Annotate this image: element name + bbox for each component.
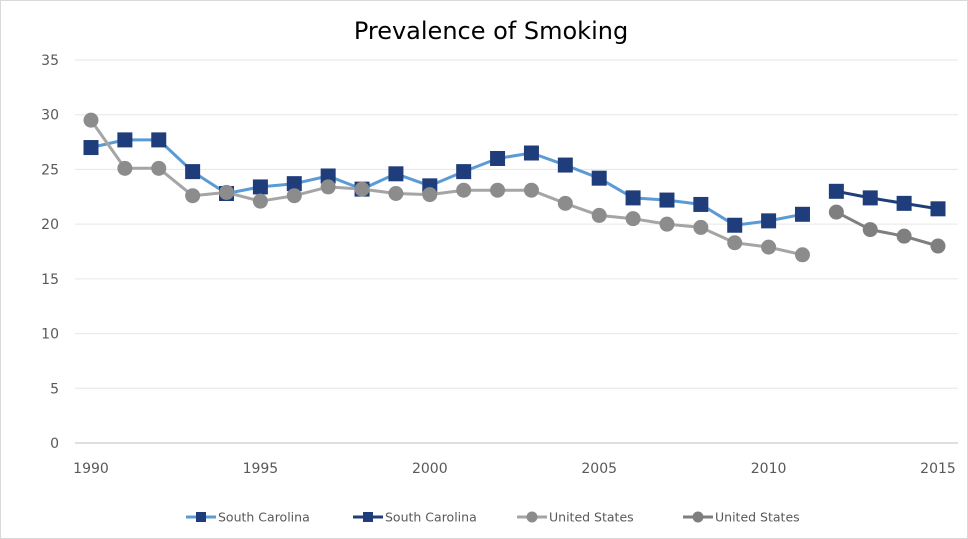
data-point	[320, 168, 336, 184]
series-line	[835, 210, 939, 248]
data-point	[523, 182, 539, 198]
data-point	[490, 182, 506, 198]
legend-label: United States	[549, 510, 634, 525]
x-tick-label: 2000	[412, 461, 448, 477]
legend-marker	[196, 512, 206, 522]
x-tick-label: 2005	[581, 461, 617, 477]
data-point	[354, 181, 370, 197]
data-point	[523, 145, 539, 161]
legend-label: South Carolina	[385, 510, 477, 525]
data-point	[659, 216, 675, 232]
x-tick-label: 1995	[243, 461, 279, 477]
data-point	[185, 164, 201, 180]
data-point	[456, 182, 472, 198]
legend-marker	[526, 511, 538, 523]
legend-label: South Carolina	[218, 510, 310, 525]
series-line	[90, 138, 803, 227]
data-point	[320, 179, 336, 195]
data-point	[83, 140, 99, 156]
x-tick-label: 2010	[751, 461, 787, 477]
data-point	[693, 219, 709, 235]
x-tick-label: 1990	[73, 461, 109, 477]
data-point	[761, 239, 777, 255]
series-line	[836, 189, 939, 211]
data-point	[117, 132, 133, 148]
data-point	[896, 228, 912, 244]
data-point	[794, 247, 810, 263]
y-tick-label: 30	[41, 108, 59, 124]
data-point	[252, 193, 268, 209]
data-point	[117, 160, 133, 176]
data-point	[794, 206, 810, 222]
data-point	[693, 196, 709, 212]
y-tick-label: 0	[50, 436, 59, 452]
data-point	[591, 207, 607, 223]
legend-marker	[363, 512, 373, 522]
data-point	[151, 160, 167, 176]
legend-label: United States	[715, 510, 800, 525]
data-point	[625, 211, 641, 227]
data-point	[83, 112, 99, 128]
data-point	[388, 186, 404, 202]
data-point	[761, 213, 777, 229]
data-point	[151, 132, 167, 148]
data-point	[185, 188, 201, 204]
data-point	[930, 201, 946, 217]
y-tick-label: 20	[41, 217, 59, 233]
data-point	[490, 150, 506, 166]
data-point	[557, 157, 573, 173]
data-point	[591, 170, 607, 186]
y-tick-label: 35	[41, 53, 59, 69]
x-tick-label: 2015	[920, 461, 956, 477]
data-point	[625, 190, 641, 206]
data-point	[659, 192, 675, 208]
y-tick-label: 15	[41, 272, 59, 288]
data-point	[896, 195, 912, 211]
data-point	[252, 179, 268, 195]
data-point	[727, 217, 743, 233]
data-point	[219, 184, 235, 200]
data-point	[930, 238, 946, 254]
data-point	[557, 195, 573, 211]
data-point	[862, 190, 878, 206]
data-point	[828, 183, 844, 199]
data-point	[828, 204, 844, 220]
chart-title: Prevalence of Smoking	[353, 17, 629, 45]
data-point	[862, 222, 878, 238]
data-point	[286, 188, 302, 204]
data-point	[727, 235, 743, 251]
data-point	[456, 164, 472, 180]
y-tick-label: 5	[50, 381, 59, 397]
legend-marker	[692, 511, 704, 523]
y-tick-label: 10	[41, 327, 59, 343]
series-line	[89, 119, 803, 257]
data-point	[286, 176, 302, 192]
data-point	[388, 166, 404, 182]
data-point	[422, 187, 438, 203]
y-tick-label: 25	[41, 162, 59, 178]
